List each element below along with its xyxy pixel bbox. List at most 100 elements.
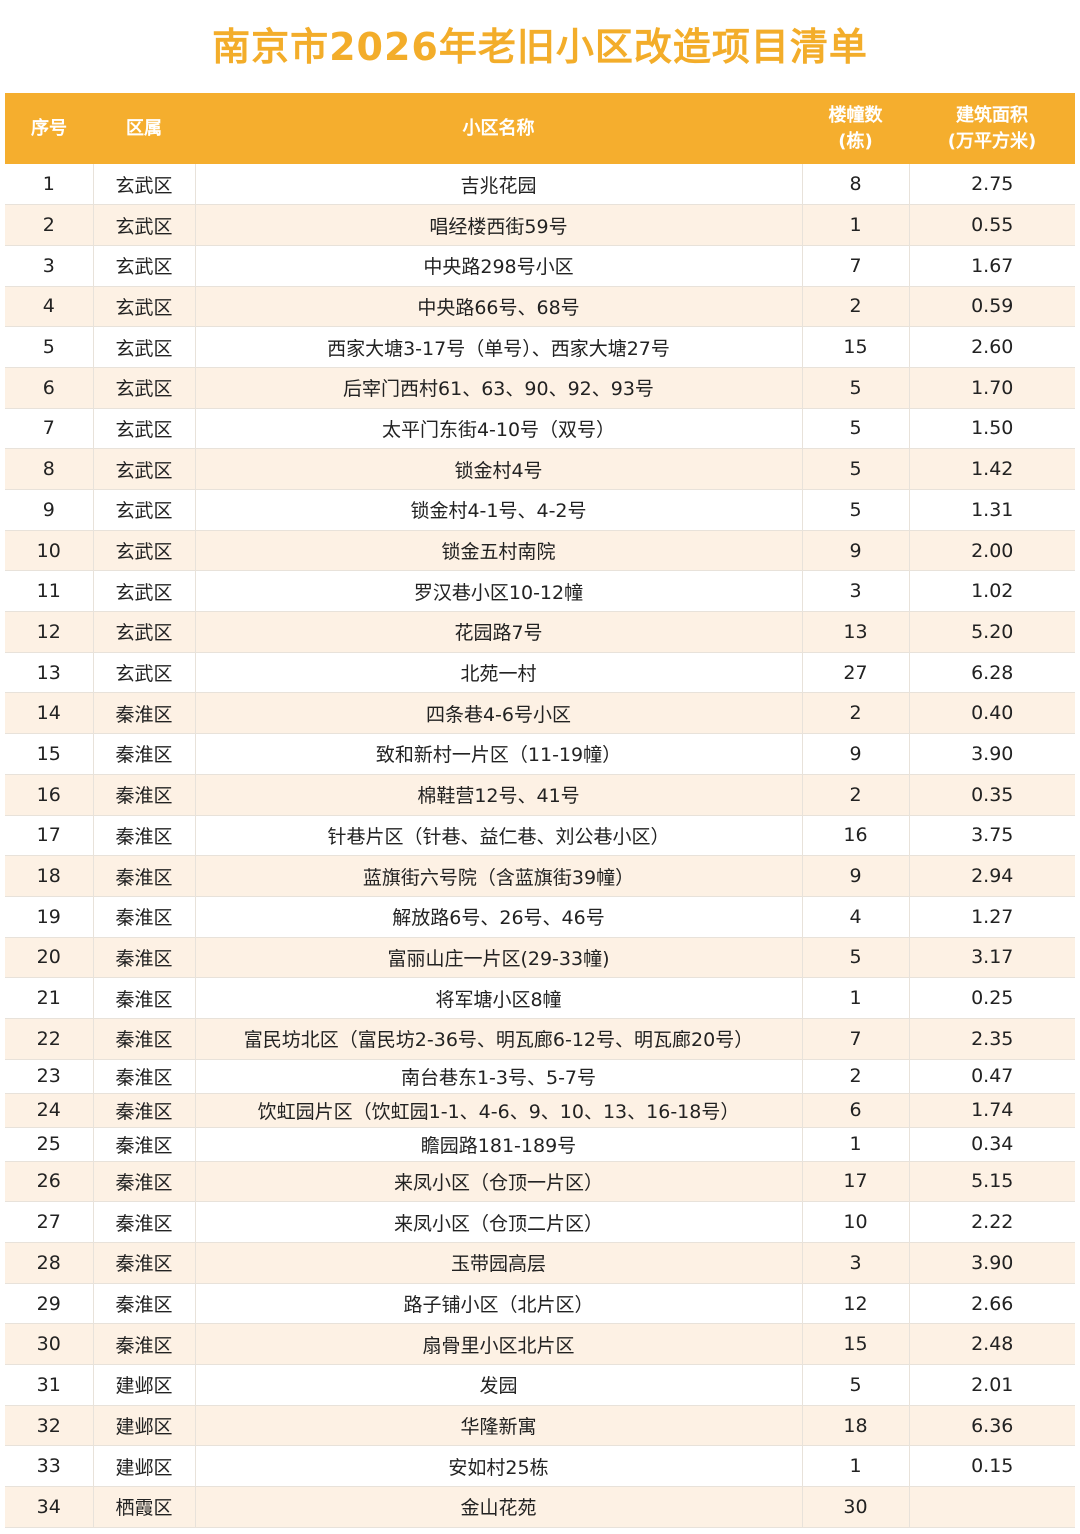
cell-district: 秦淮区 bbox=[92, 1059, 195, 1094]
cell-no: 24 bbox=[5, 1093, 93, 1128]
cell-area: 0.25 bbox=[908, 977, 1075, 1019]
cell-area: 5.20 bbox=[908, 611, 1075, 653]
cell-area: 0.35 bbox=[908, 774, 1075, 816]
cell-district: 栖霞区 bbox=[92, 1486, 195, 1528]
cell-buildings: 16 bbox=[801, 815, 909, 857]
cell-area: 3.90 bbox=[908, 1242, 1075, 1284]
cell-name: 针巷片区（针巷、益仁巷、刘公巷小区） bbox=[194, 815, 802, 857]
cell-area: 0.34 bbox=[908, 1127, 1075, 1162]
cell-name: 将军塘小区8幢 bbox=[194, 977, 802, 1019]
table-row: 6 玄武区 后宰门西村61、63、90、92、93号 5 1.70 bbox=[5, 367, 1075, 409]
cell-no: 1 bbox=[5, 164, 93, 206]
table-row: 31 建邺区 发园 5 2.01 bbox=[5, 1364, 1075, 1406]
table-row: 12 玄武区 花园路7号 13 5.20 bbox=[5, 611, 1075, 653]
cell-district: 玄武区 bbox=[92, 245, 195, 287]
cell-name: 棉鞋营12号、41号 bbox=[194, 774, 802, 816]
cell-district: 玄武区 bbox=[92, 367, 195, 409]
cell-area: 2.35 bbox=[908, 1018, 1075, 1060]
cell-district: 秦淮区 bbox=[92, 1201, 195, 1243]
cell-no: 19 bbox=[5, 896, 93, 938]
cell-name: 锁金村4-1号、4-2号 bbox=[194, 489, 802, 531]
cell-district: 秦淮区 bbox=[92, 1161, 195, 1203]
page-title: 南京市2026年老旧小区改造项目清单 bbox=[212, 25, 868, 69]
cell-name: 太平门东街4-10号（双号） bbox=[194, 408, 802, 450]
cell-no: 27 bbox=[5, 1201, 93, 1243]
table-row: 27 秦淮区 来凤小区（仓顶二片区） 10 2.22 bbox=[5, 1201, 1075, 1243]
cell-no: 21 bbox=[5, 977, 93, 1019]
table-row: 29 秦淮区 路子铺小区（北片区） 12 2.66 bbox=[5, 1283, 1075, 1325]
cell-area: 2.48 bbox=[908, 1323, 1075, 1366]
cell-name: 锁金五村南院 bbox=[194, 530, 802, 572]
cell-no: 9 bbox=[5, 489, 93, 531]
cell-buildings: 6 bbox=[801, 1093, 909, 1128]
cell-name: 罗汉巷小区10-12幢 bbox=[194, 570, 802, 613]
cell-buildings: 1 bbox=[801, 204, 909, 246]
table-row: 32 建邺区 华隆新寓 18 6.36 bbox=[5, 1405, 1075, 1447]
table-row: 14 秦淮区 四条巷4-6号小区 2 0.40 bbox=[5, 692, 1075, 735]
cell-name: 四条巷4-6号小区 bbox=[194, 692, 802, 735]
cell-buildings: 2 bbox=[801, 286, 909, 328]
cell-buildings: 2 bbox=[801, 774, 909, 816]
cell-no: 34 bbox=[5, 1486, 93, 1528]
header-buildings-line2: (栋) bbox=[838, 130, 873, 152]
cell-buildings: 1 bbox=[801, 977, 909, 1019]
cell-no: 13 bbox=[5, 652, 93, 694]
cell-district: 玄武区 bbox=[92, 448, 195, 490]
table-row: 34 栖霞区 金山花苑 30 bbox=[5, 1486, 1075, 1528]
cell-no: 10 bbox=[5, 530, 93, 572]
cell-no: 20 bbox=[5, 937, 93, 979]
cell-name: 富民坊北区（富民坊2-36号、明瓦廊6-12号、明瓦廊20号） bbox=[194, 1018, 802, 1060]
header-name: 小区名称 bbox=[462, 117, 535, 139]
cell-buildings: 17 bbox=[801, 1161, 909, 1203]
table-row: 28 秦淮区 玉带园高层 3 3.90 bbox=[5, 1242, 1075, 1284]
table-row: 33 建邺区 安如村25栋 1 0.15 bbox=[5, 1445, 1075, 1488]
cell-area: 2.01 bbox=[908, 1364, 1075, 1406]
cell-district: 建邺区 bbox=[92, 1405, 195, 1447]
cell-name: 致和新村一片区（11-19幢） bbox=[194, 733, 802, 775]
cell-buildings: 5 bbox=[801, 448, 909, 490]
cell-name: 唱经楼西街59号 bbox=[194, 204, 802, 246]
cell-area: 2.60 bbox=[908, 326, 1075, 368]
cell-buildings: 15 bbox=[801, 1323, 909, 1366]
cell-no: 25 bbox=[5, 1127, 93, 1162]
table-row: 13 玄武区 北苑一村 27 6.28 bbox=[5, 652, 1075, 694]
cell-area: 1.42 bbox=[908, 448, 1075, 490]
cell-buildings: 1 bbox=[801, 1127, 909, 1162]
cell-district: 秦淮区 bbox=[92, 1093, 195, 1128]
cell-area bbox=[908, 1486, 1075, 1528]
cell-area: 2.66 bbox=[908, 1283, 1075, 1325]
cell-buildings: 5 bbox=[801, 489, 909, 531]
cell-district: 玄武区 bbox=[92, 204, 195, 246]
cell-district: 建邺区 bbox=[92, 1445, 195, 1488]
cell-buildings: 7 bbox=[801, 245, 909, 287]
cell-area: 3.17 bbox=[908, 937, 1075, 979]
table-row: 18 秦淮区 蓝旗街六号院（含蓝旗街39幢） 9 2.94 bbox=[5, 855, 1075, 897]
cell-no: 26 bbox=[5, 1161, 93, 1203]
cell-name: 玉带园高层 bbox=[194, 1242, 802, 1284]
cell-buildings: 5 bbox=[801, 367, 909, 409]
cell-buildings: 8 bbox=[801, 164, 909, 206]
cell-area: 2.75 bbox=[908, 164, 1075, 206]
cell-area: 2.22 bbox=[908, 1201, 1075, 1243]
cell-no: 17 bbox=[5, 815, 93, 857]
cell-no: 2 bbox=[5, 204, 93, 246]
header-area: 建筑面积 (万平方米) bbox=[909, 93, 1075, 164]
cell-name: 北苑一村 bbox=[194, 652, 802, 694]
cell-area: 6.36 bbox=[908, 1405, 1075, 1447]
cell-district: 秦淮区 bbox=[92, 692, 195, 735]
cell-buildings: 5 bbox=[801, 937, 909, 979]
table-body: 1 玄武区 吉兆花园 8 2.75 2 玄武区 唱经楼西街59号 1 0.55 3 玄武区 中央路298… bbox=[5, 164, 1075, 1528]
header-row: 序号 区属 小区名称 楼幢数 (栋) 建筑面积 (万平方米) bbox=[5, 93, 1075, 164]
cell-name: 金山花苑 bbox=[194, 1486, 802, 1528]
cell-no: 18 bbox=[5, 855, 93, 897]
cell-no: 14 bbox=[5, 692, 93, 735]
cell-district: 玄武区 bbox=[92, 326, 195, 368]
table-row: 2 玄武区 唱经楼西街59号 1 0.55 bbox=[5, 204, 1075, 246]
cell-buildings: 2 bbox=[801, 692, 909, 735]
cell-area: 0.55 bbox=[908, 204, 1075, 246]
cell-area: 1.67 bbox=[908, 245, 1075, 287]
table-row: 11 玄武区 罗汉巷小区10-12幢 3 1.02 bbox=[5, 570, 1075, 613]
cell-district: 秦淮区 bbox=[92, 977, 195, 1019]
cell-no: 29 bbox=[5, 1283, 93, 1325]
cell-area: 6.28 bbox=[908, 652, 1075, 694]
